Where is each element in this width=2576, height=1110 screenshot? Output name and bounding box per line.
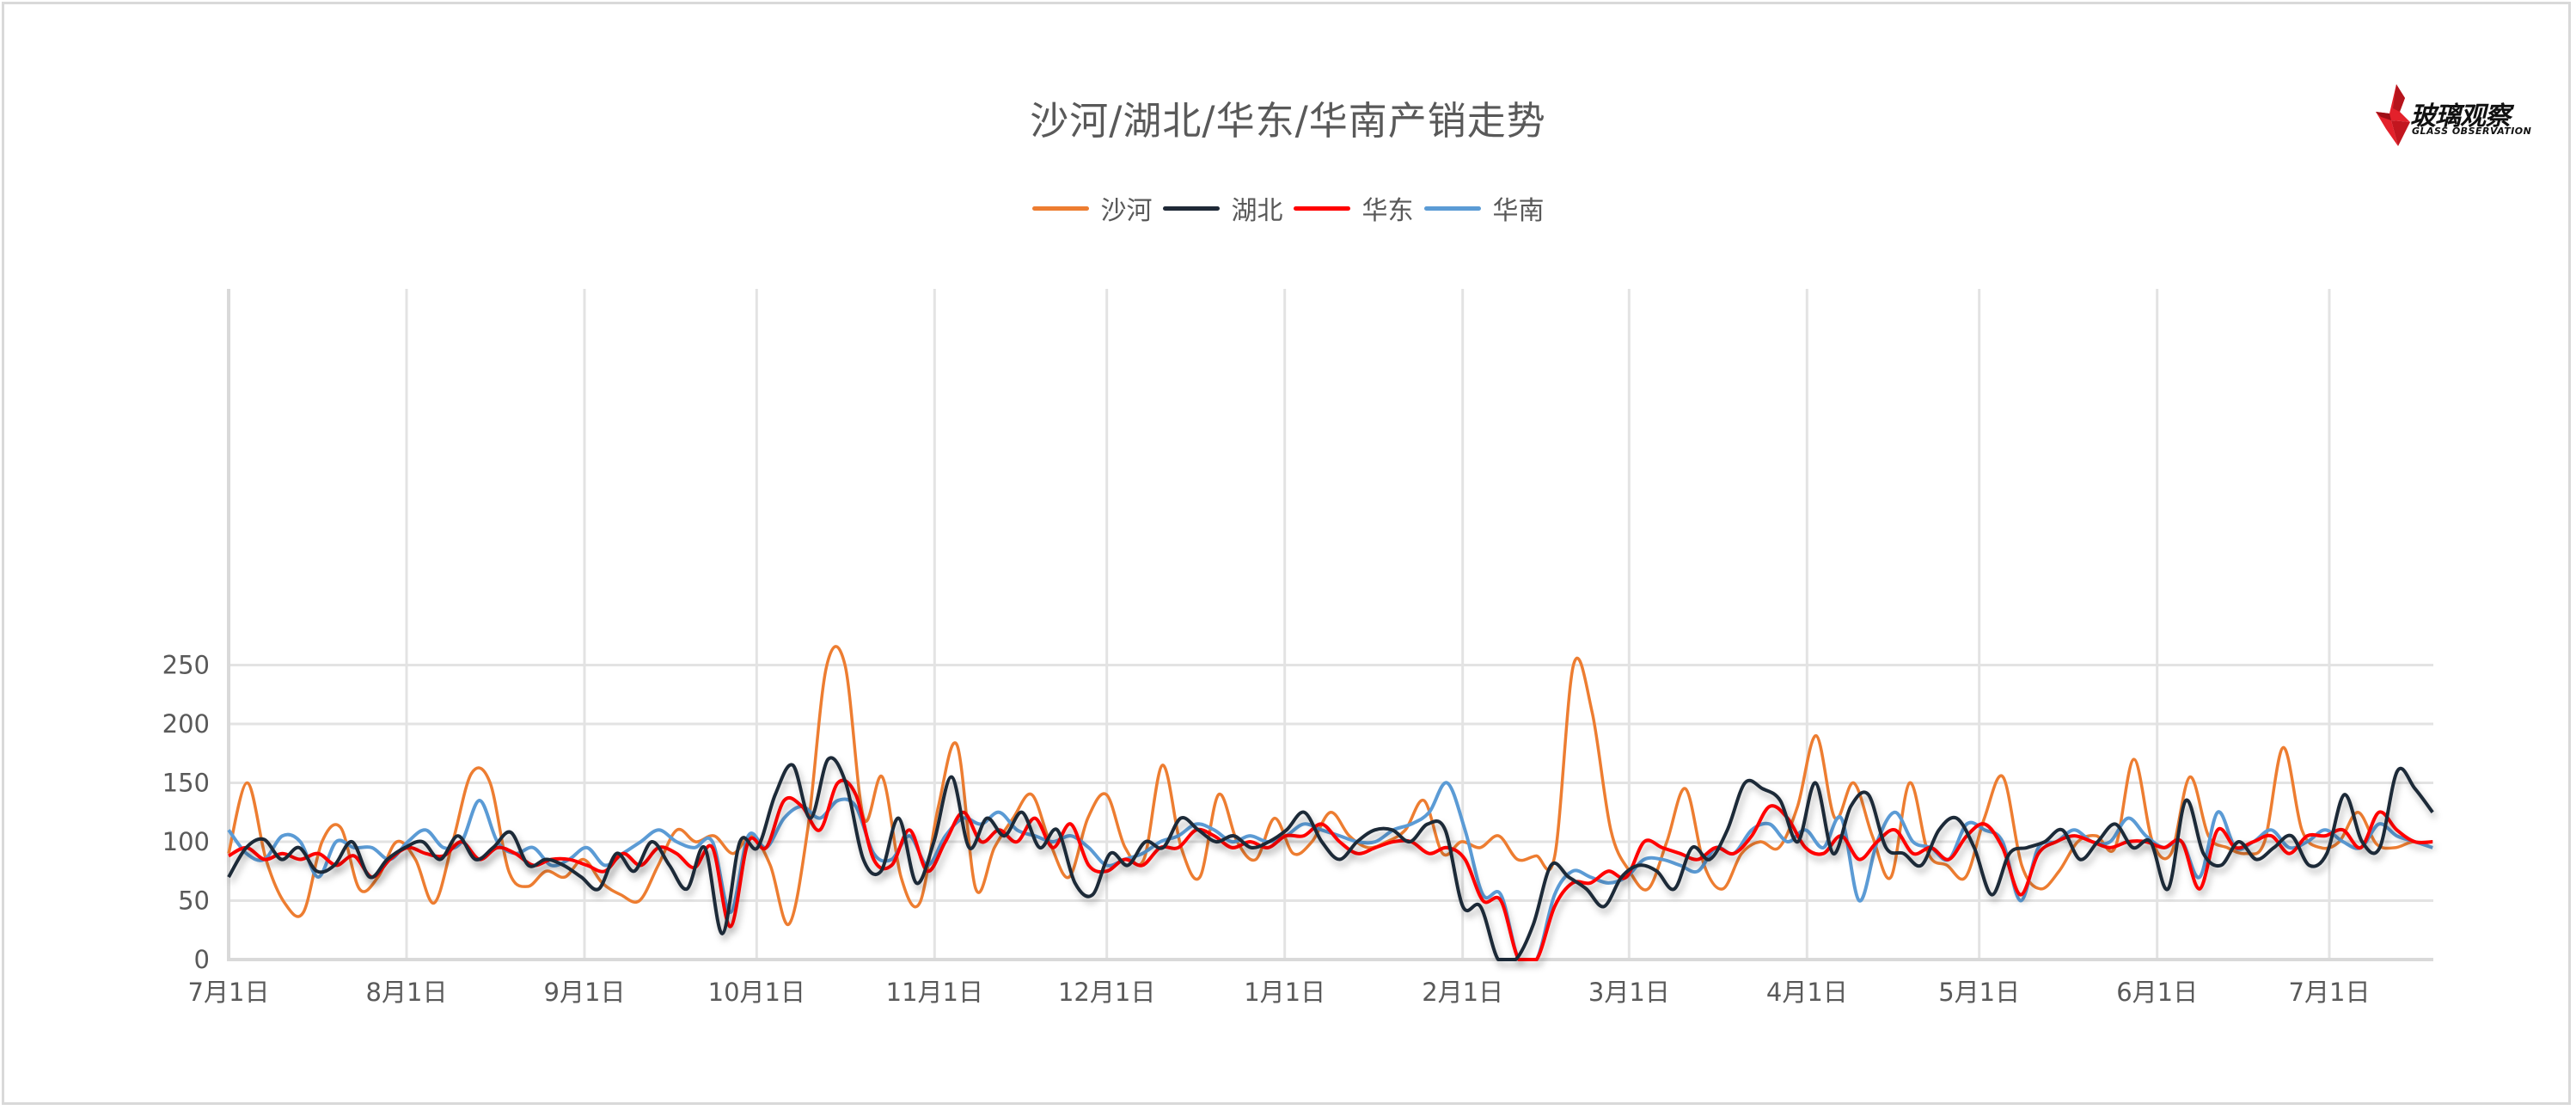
logo-text-cn: 玻璃观察 (2410, 101, 2511, 132)
x-tick-label: 9月1日 (544, 978, 626, 1007)
x-tick-label: 11月1日 (886, 978, 983, 1007)
x-tick-label: 6月1日 (2116, 978, 2198, 1007)
series-line-华东 (228, 778, 2433, 961)
x-tick-label: 12月1日 (1058, 978, 1155, 1007)
y-tick-label: 250 (162, 651, 210, 680)
x-tick-label: 10月1日 (708, 978, 805, 1007)
chart-legend: 沙河 湖北 华东 华南 (0, 189, 2576, 227)
x-tick-label: 4月1日 (1766, 978, 1848, 1007)
legend-item-hubei[interactable]: 湖北 (1162, 189, 1283, 227)
y-tick-label: 50 (178, 886, 210, 916)
series-lines (227, 645, 2434, 961)
series-line-沙河 (227, 645, 2433, 926)
y-tick-label: 0 (194, 945, 210, 974)
red-star-icon (2376, 84, 2410, 146)
legend-label: 华东 (1361, 196, 1414, 226)
y-tick-label: 100 (162, 827, 210, 856)
y-tick-label: 200 (162, 709, 210, 739)
legend-item-shahe[interactable]: 沙河 (1031, 189, 1153, 227)
chart-title: 沙河/湖北/华东/华南产销走势 (1030, 98, 1546, 144)
series-line-湖北 (227, 756, 2434, 961)
legend-line-icon (1031, 205, 1089, 211)
legend-line-icon (1293, 205, 1350, 211)
glass-observation-logo: 玻璃观察 GLASS OBSERVATION (2374, 83, 2531, 148)
legend-label: 湖北 (1231, 196, 1283, 226)
legend-line-icon (1423, 205, 1481, 211)
x-tick-label: 2月1日 (1422, 978, 1503, 1007)
legend-label: 华南 (1492, 196, 1545, 226)
x-tick-label: 7月1日 (188, 978, 270, 1007)
x-tick-label: 5月1日 (1938, 978, 2020, 1007)
legend-item-huadong[interactable]: 华东 (1293, 189, 1414, 227)
axes: 0 50 100 150 200 250 7月1日 8月1日 9月1日 10月1日 11月1日 12月… (162, 289, 2433, 1007)
x-tick-label: 1月1日 (1244, 978, 1325, 1007)
series-line-华南 (227, 781, 2433, 961)
logo-text-en: GLASS OBSERVATION (2412, 126, 2532, 137)
x-tick-label: 7月1日 (2289, 978, 2371, 1007)
legend-item-huanan[interactable]: 华南 (1423, 189, 1545, 227)
y-tick-label: 150 (162, 769, 210, 798)
x-tick-label: 3月1日 (1588, 978, 1670, 1007)
x-tick-label: 8月1日 (366, 978, 448, 1007)
grid-lines (227, 289, 2433, 960)
legend-line-icon (1162, 205, 1220, 211)
legend-label: 沙河 (1100, 196, 1153, 226)
